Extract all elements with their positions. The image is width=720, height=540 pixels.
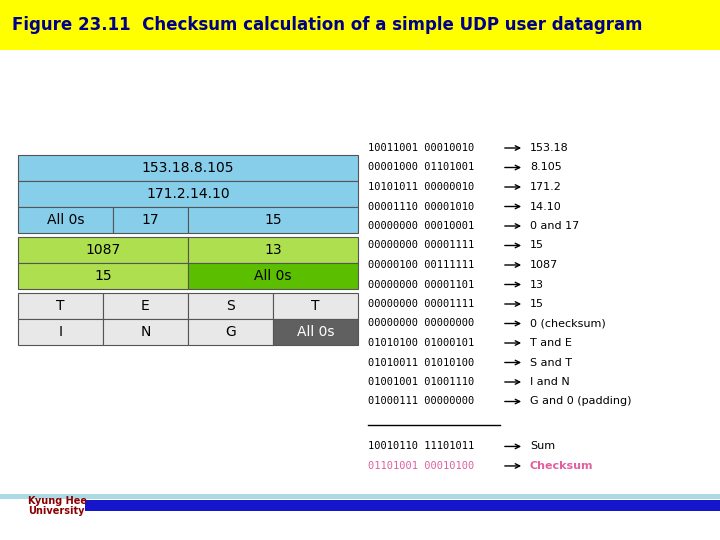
Text: 00000000 00000000: 00000000 00000000 bbox=[368, 319, 474, 328]
Text: 10011001 00010010: 10011001 00010010 bbox=[368, 143, 474, 153]
Text: S and T: S and T bbox=[530, 357, 572, 368]
Text: Checksum: Checksum bbox=[530, 461, 593, 471]
Text: T and E: T and E bbox=[530, 338, 572, 348]
Text: Sum: Sum bbox=[530, 442, 555, 451]
Text: 00000000 00001111: 00000000 00001111 bbox=[368, 240, 474, 251]
Text: 0 (checksum): 0 (checksum) bbox=[530, 319, 606, 328]
Text: All 0s: All 0s bbox=[254, 269, 292, 283]
Text: 171.2.14.10: 171.2.14.10 bbox=[146, 187, 230, 201]
Text: 01101001 00010100: 01101001 00010100 bbox=[368, 461, 474, 471]
Text: S: S bbox=[226, 299, 235, 313]
Text: 00001000 01101001: 00001000 01101001 bbox=[368, 163, 474, 172]
Text: G: G bbox=[225, 325, 236, 339]
Bar bbox=[18, 181, 358, 207]
Text: 00000000 00010001: 00000000 00010001 bbox=[368, 221, 474, 231]
Bar bbox=[188, 293, 273, 319]
Bar bbox=[103, 293, 188, 319]
Text: 153.18.8.105: 153.18.8.105 bbox=[142, 161, 234, 175]
Text: 13: 13 bbox=[530, 280, 544, 289]
Bar bbox=[113, 207, 188, 233]
Text: All 0s: All 0s bbox=[47, 213, 84, 227]
Bar bbox=[188, 263, 358, 289]
Text: 01000111 00000000: 01000111 00000000 bbox=[368, 396, 474, 407]
Text: 01001001 01001110: 01001001 01001110 bbox=[368, 377, 474, 387]
Text: 14.10: 14.10 bbox=[530, 201, 562, 212]
Bar bbox=[18, 237, 188, 263]
Bar bbox=[273, 293, 358, 319]
Text: 8.105: 8.105 bbox=[530, 163, 562, 172]
Bar bbox=[85, 500, 720, 511]
Text: N: N bbox=[140, 325, 150, 339]
Text: 17: 17 bbox=[142, 213, 159, 227]
Text: 171.2: 171.2 bbox=[530, 182, 562, 192]
Text: I and N: I and N bbox=[530, 377, 570, 387]
Bar bbox=[188, 319, 273, 345]
Text: 00000000 00001101: 00000000 00001101 bbox=[368, 280, 474, 289]
Text: 01010100 01000101: 01010100 01000101 bbox=[368, 338, 474, 348]
Text: T: T bbox=[56, 299, 65, 313]
Text: 15: 15 bbox=[94, 269, 112, 283]
Text: 15: 15 bbox=[264, 213, 282, 227]
Text: 1087: 1087 bbox=[530, 260, 558, 270]
Text: 00001110 00001010: 00001110 00001010 bbox=[368, 201, 474, 212]
Text: E: E bbox=[141, 299, 150, 313]
Bar bbox=[0, 494, 720, 499]
Text: 15: 15 bbox=[530, 299, 544, 309]
Text: University: University bbox=[28, 506, 84, 516]
Text: Kyung Hee: Kyung Hee bbox=[28, 496, 87, 506]
Text: T: T bbox=[311, 299, 320, 313]
Text: All 0s: All 0s bbox=[297, 325, 334, 339]
Bar bbox=[188, 207, 358, 233]
Text: 00000000 00001111: 00000000 00001111 bbox=[368, 299, 474, 309]
Text: 00000100 00111111: 00000100 00111111 bbox=[368, 260, 474, 270]
Text: 0 and 17: 0 and 17 bbox=[530, 221, 580, 231]
Text: G and 0 (padding): G and 0 (padding) bbox=[530, 396, 631, 407]
Text: 15: 15 bbox=[530, 240, 544, 251]
Text: 153.18: 153.18 bbox=[530, 143, 569, 153]
Bar bbox=[273, 319, 358, 345]
Bar bbox=[18, 263, 188, 289]
Bar bbox=[18, 293, 103, 319]
Bar bbox=[18, 207, 113, 233]
Text: 10101011 00000010: 10101011 00000010 bbox=[368, 182, 474, 192]
Text: 01010011 01010100: 01010011 01010100 bbox=[368, 357, 474, 368]
Bar bbox=[18, 155, 358, 181]
Bar bbox=[18, 319, 103, 345]
Bar bbox=[103, 319, 188, 345]
Text: 1087: 1087 bbox=[86, 243, 121, 257]
Bar bbox=[0, 0, 720, 50]
Text: I: I bbox=[58, 325, 63, 339]
Bar bbox=[188, 237, 358, 263]
Text: Figure 23.11  Checksum calculation of a simple UDP user datagram: Figure 23.11 Checksum calculation of a s… bbox=[12, 16, 642, 34]
Text: 13: 13 bbox=[264, 243, 282, 257]
Text: 10010110 11101011: 10010110 11101011 bbox=[368, 442, 474, 451]
